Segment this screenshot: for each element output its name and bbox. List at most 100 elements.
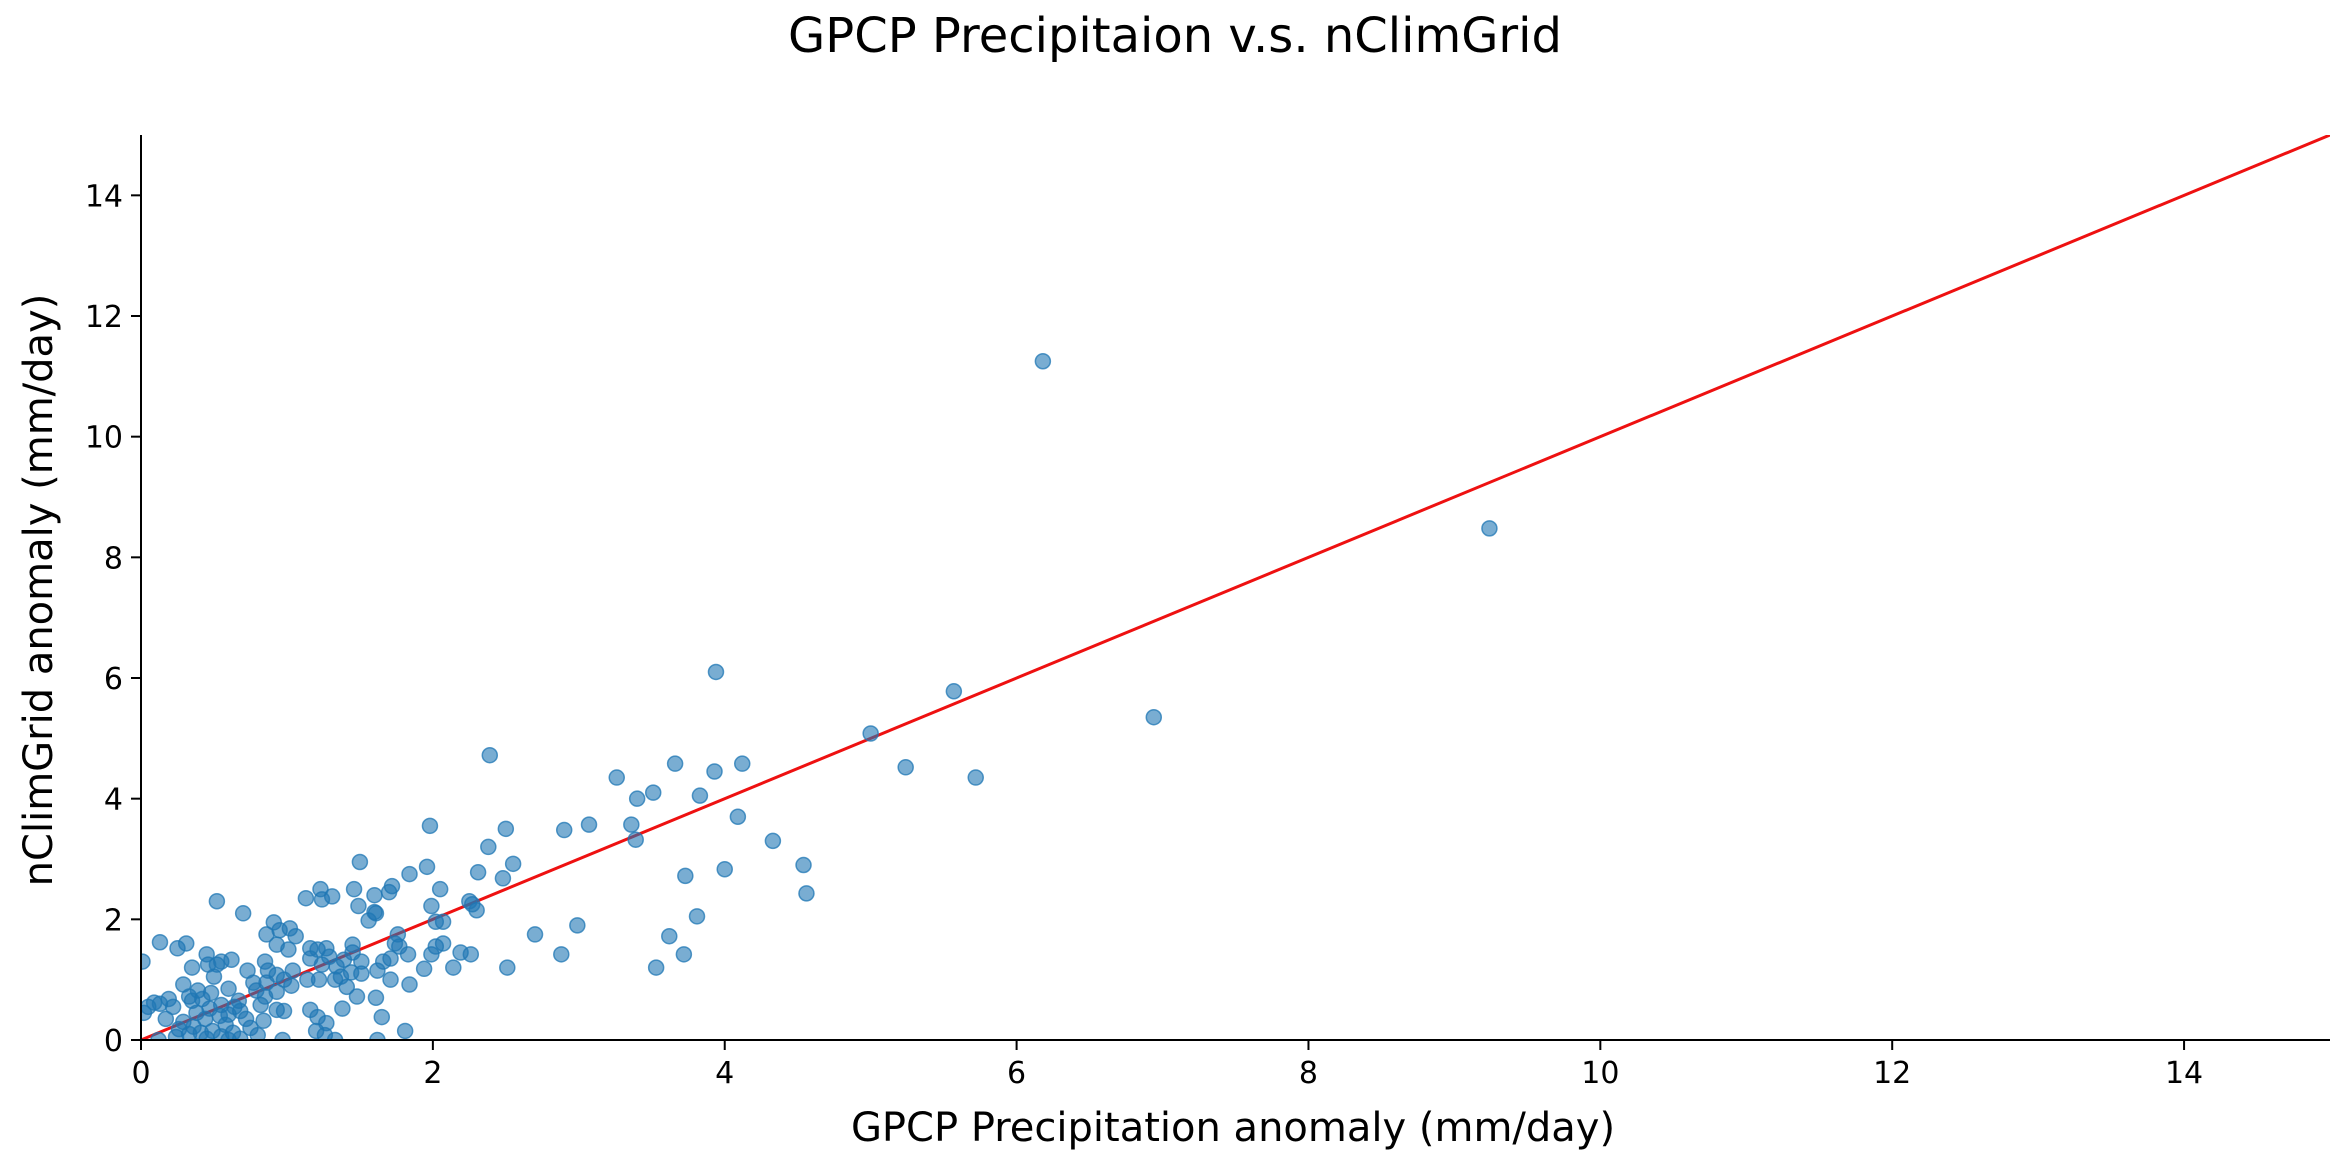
scatter-point [348, 988, 366, 1005]
y-tick-label: 14 [85, 179, 123, 214]
scatter-points [141, 353, 1498, 1040]
scatter-point [677, 867, 694, 885]
scatter-point [945, 683, 963, 700]
scatter-point [297, 889, 315, 907]
y-tick-label: 10 [85, 421, 123, 456]
y-axis-ticks: 0 2 4 6 8 10 12 14 [85, 179, 141, 1059]
scatter-point [675, 946, 693, 963]
x-tick-label: 6 [1007, 1056, 1026, 1091]
scatter-point [462, 946, 480, 963]
scatter-point [415, 960, 433, 978]
scatter-point [258, 926, 275, 943]
scatter-point [627, 831, 644, 848]
scatter-point [255, 1012, 272, 1029]
scatter-point [150, 1031, 167, 1040]
scatter-point [580, 816, 598, 833]
scatter-point [369, 1031, 386, 1040]
scatter-point [220, 1031, 237, 1040]
scatter-point [366, 886, 383, 904]
scatter-point [707, 663, 725, 681]
x-tick-label: 8 [1299, 1056, 1318, 1091]
scatter-point [688, 908, 706, 925]
scatter-point [967, 769, 984, 786]
y-tick-label: 6 [104, 662, 123, 697]
scatter-point [1034, 353, 1052, 370]
x-tick-label: 0 [131, 1056, 150, 1091]
y-tick-label: 0 [104, 1024, 123, 1059]
scatter-point [401, 976, 418, 993]
scatter-point [205, 968, 223, 985]
scatter-point [644, 784, 662, 801]
scatter-point [647, 959, 665, 976]
scatter-point [733, 755, 751, 772]
x-tick-label: 4 [715, 1056, 734, 1091]
x-tick-label: 12 [1873, 1056, 1911, 1091]
plot-area [140, 135, 2330, 1041]
scatter-point [164, 998, 182, 1016]
scatter-point [608, 769, 625, 786]
scatter-point [706, 763, 723, 780]
scatter-point [862, 725, 879, 742]
scatter-point [897, 759, 914, 776]
scatter-point [157, 1010, 175, 1028]
scatter-point [418, 858, 436, 876]
scatter-point [526, 926, 544, 943]
scatter-point [497, 820, 515, 838]
scatter-point [499, 959, 516, 976]
scatter-point [795, 856, 812, 874]
scatter-point [661, 927, 678, 945]
scatter-point [367, 989, 385, 1007]
scatter-point [326, 971, 344, 988]
x-tick-label: 14 [2165, 1056, 2203, 1091]
scatter-point [280, 941, 297, 958]
scatter-point [423, 946, 440, 963]
scatter-point [691, 787, 709, 804]
scatter-point [313, 891, 331, 908]
scatter-point [249, 1026, 266, 1040]
scatter-point [431, 880, 449, 898]
scatter-point [345, 880, 363, 898]
scatter-point [338, 978, 356, 996]
scatter-point [351, 853, 369, 871]
scatter-point [353, 965, 370, 982]
scatter-point [623, 816, 640, 833]
y-tick-label: 8 [104, 541, 123, 576]
scatter-point [326, 1031, 344, 1040]
scatter-point [274, 1031, 291, 1040]
scatter-point [1481, 520, 1498, 537]
y-tick-label: 2 [104, 903, 123, 938]
scatter-point [468, 902, 485, 919]
one-to-one-line [141, 135, 2330, 1040]
scatter-point [399, 946, 417, 963]
scatter-point [423, 897, 440, 915]
scatter-point [141, 953, 151, 970]
x-axis-ticks: 0 2 4 6 8 10 12 14 [131, 1040, 2203, 1091]
scatter-point [380, 883, 398, 901]
x-tick-label: 2 [423, 1056, 442, 1091]
scatter-point [310, 971, 328, 988]
scatter-point [716, 861, 733, 878]
scatter-point [729, 808, 747, 826]
scatter-point [569, 917, 586, 934]
reference-line-layer [141, 135, 2330, 1040]
scatter-point [396, 1022, 414, 1040]
scatter-point [287, 927, 304, 945]
scatter-point [421, 817, 439, 835]
scatter-point [275, 1002, 293, 1020]
x-axis-title: GPCP Precipitation anomaly (mm/day) [851, 1105, 1615, 1151]
scatter-point [764, 832, 782, 850]
scatter-point [334, 1000, 351, 1017]
scatter-point [553, 946, 570, 963]
scatter-point [169, 940, 186, 957]
scatter-point [798, 885, 815, 902]
y-axis-title: nClimGrid anomaly (mm/day) [16, 294, 62, 887]
scatter-point [434, 913, 452, 930]
scatter-point [494, 870, 512, 887]
scatter-point [401, 865, 418, 883]
x-tick-label: 10 [1581, 1056, 1619, 1091]
scatter-point [481, 746, 499, 764]
y-tick-label: 4 [104, 783, 123, 818]
scatter-point [369, 962, 386, 979]
scatter-point [198, 1030, 215, 1040]
